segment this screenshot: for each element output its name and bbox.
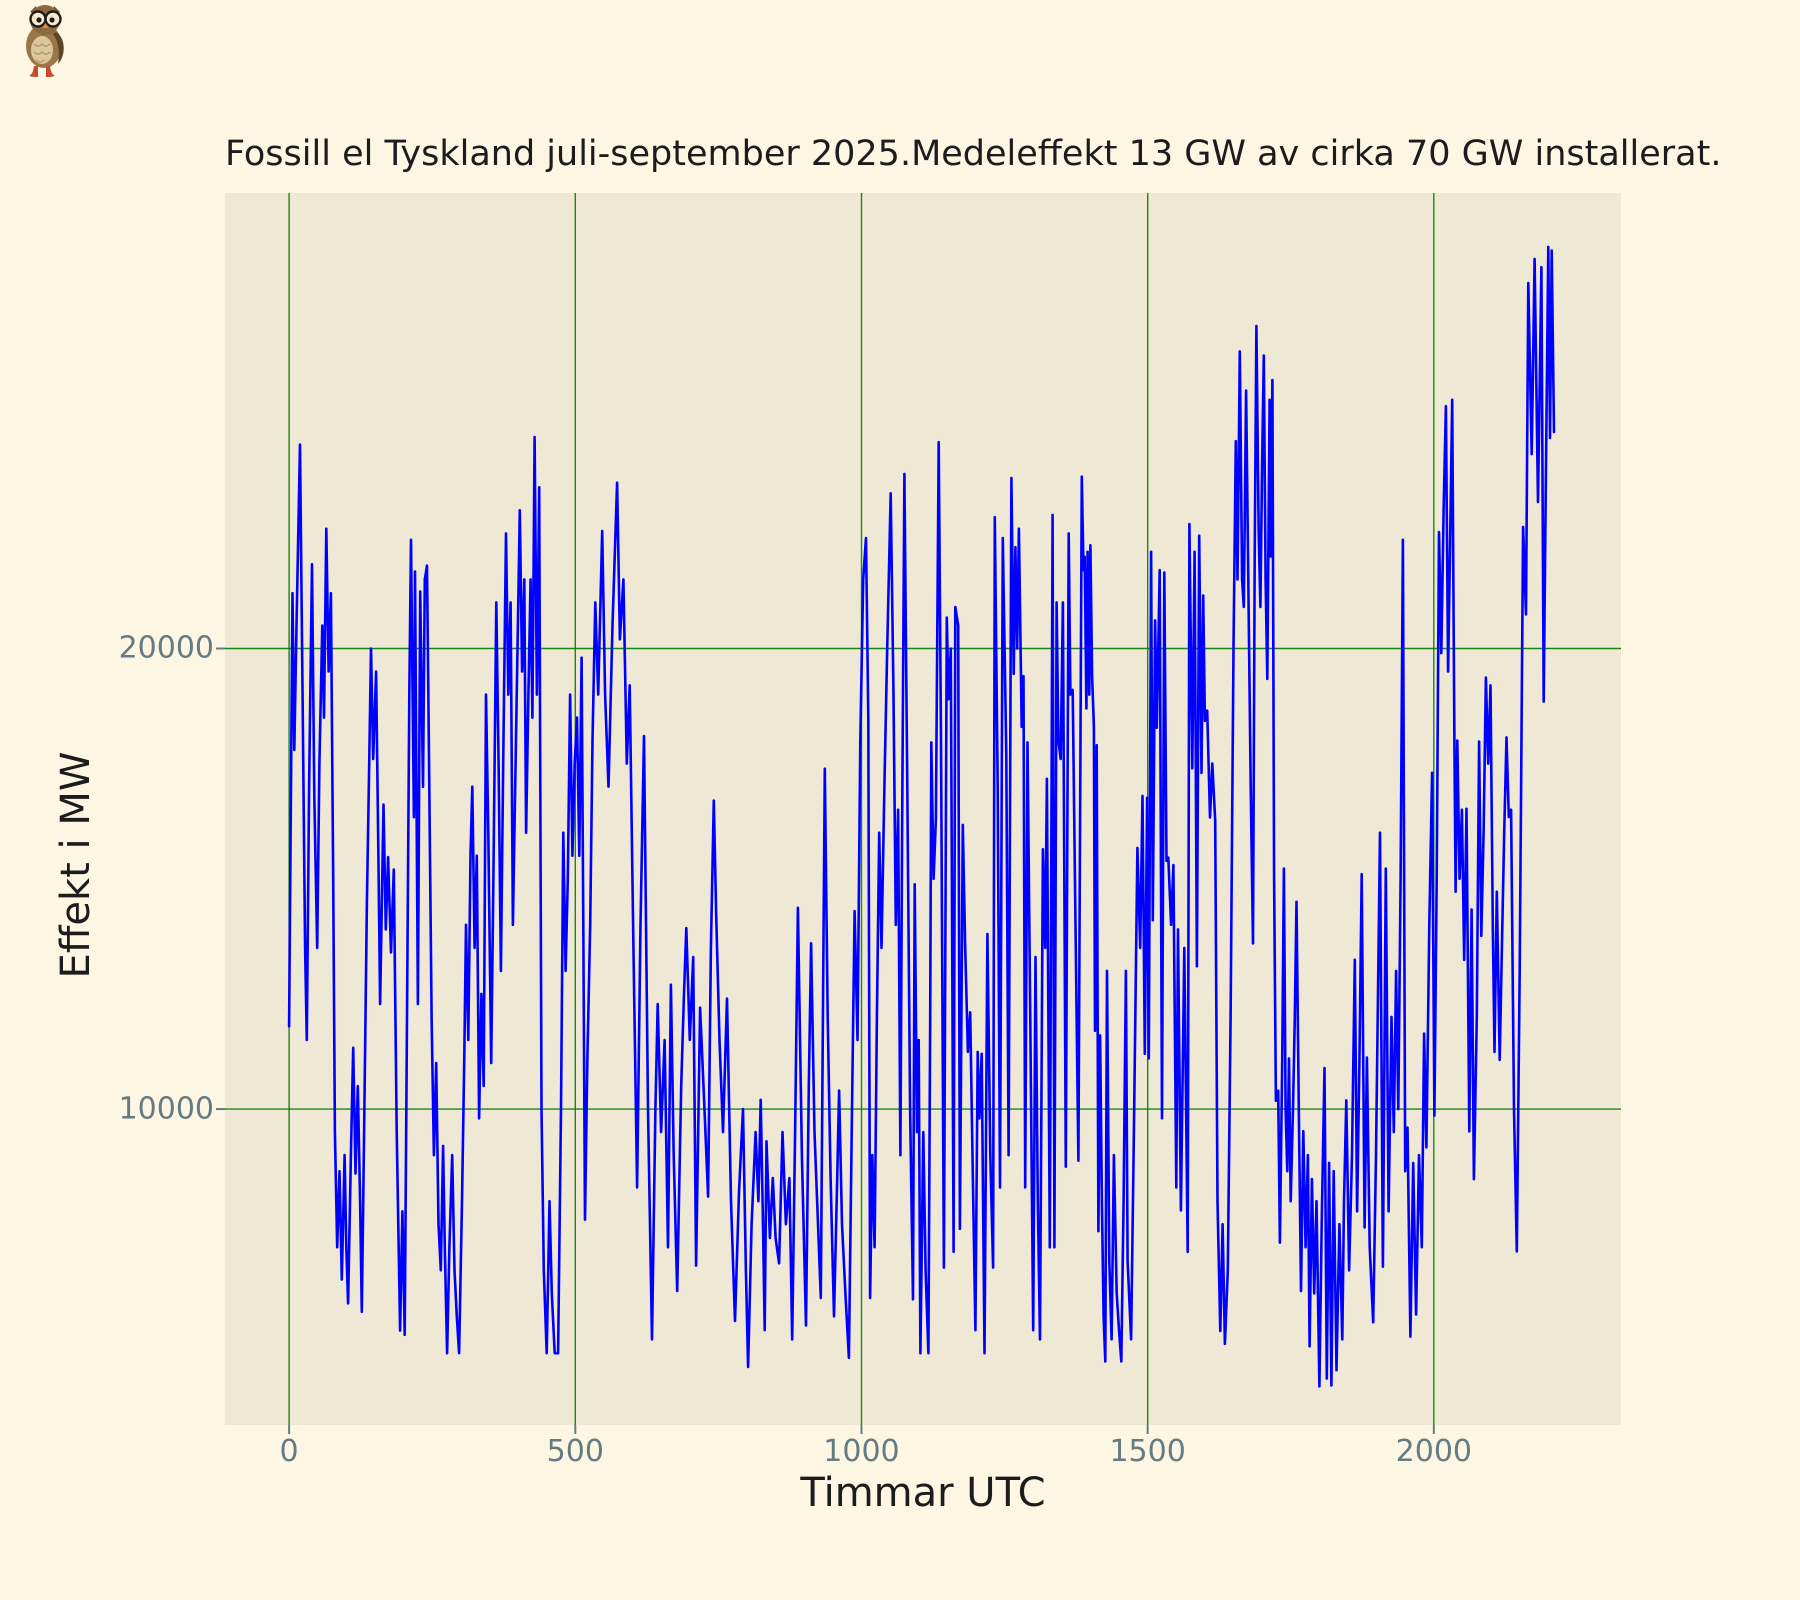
x-axis-label: Timmar UTC (800, 1470, 1046, 1516)
y-tick-label: 20000 (118, 630, 214, 666)
x-tick-label: 0 (279, 1434, 299, 1469)
chart-title: Fossill el Tyskland juli-september 2025.… (225, 134, 1722, 174)
y-tick-label: 10000 (118, 1091, 214, 1127)
x-tick-label: 1000 (823, 1434, 900, 1469)
y-axis-label: Effekt i MW (53, 751, 99, 979)
x-tick-label: 2000 (1395, 1434, 1473, 1469)
data-line (287, 245, 1556, 1388)
x-tick-label: 1500 (1109, 1434, 1186, 1469)
x-tick-label: 500 (546, 1434, 604, 1469)
owl-mascot-icon (26, 5, 64, 77)
plot-svg (225, 193, 1621, 1425)
plot-area (225, 193, 1621, 1425)
